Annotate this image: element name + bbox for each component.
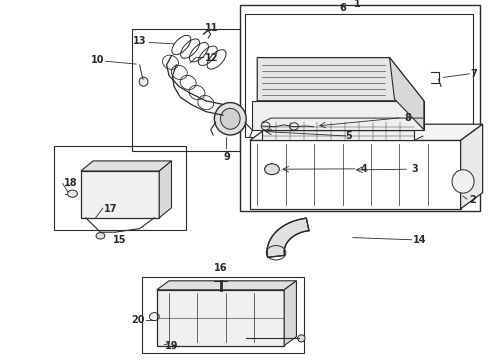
Text: 9: 9: [223, 152, 230, 162]
Polygon shape: [390, 58, 424, 130]
Text: 14: 14: [413, 235, 427, 246]
Text: 19: 19: [165, 341, 179, 351]
Ellipse shape: [452, 170, 474, 193]
Polygon shape: [250, 124, 483, 140]
Polygon shape: [257, 58, 424, 101]
Bar: [250, 140, 461, 209]
Text: 18: 18: [64, 178, 77, 188]
Text: 17: 17: [104, 204, 118, 214]
Polygon shape: [81, 161, 172, 171]
Text: 10: 10: [91, 55, 104, 66]
Ellipse shape: [298, 335, 305, 342]
Ellipse shape: [214, 103, 246, 135]
Text: 13: 13: [132, 36, 146, 46]
Ellipse shape: [265, 164, 279, 175]
Text: 8: 8: [404, 113, 411, 123]
Text: 16: 16: [214, 263, 227, 273]
Bar: [157, 290, 284, 346]
Text: 12: 12: [205, 53, 219, 63]
Ellipse shape: [290, 123, 298, 130]
Polygon shape: [252, 101, 424, 130]
Bar: [142, 277, 304, 353]
Text: 4: 4: [360, 164, 367, 174]
Text: 6: 6: [340, 3, 346, 13]
Text: 7: 7: [470, 69, 477, 79]
Polygon shape: [267, 218, 309, 257]
Bar: [54, 146, 186, 230]
Text: 11: 11: [205, 23, 219, 33]
Ellipse shape: [68, 190, 77, 197]
Text: 1: 1: [354, 0, 361, 9]
Text: 20: 20: [131, 315, 145, 325]
Text: 15: 15: [113, 235, 127, 245]
Ellipse shape: [96, 233, 105, 239]
Text: 2: 2: [469, 195, 476, 205]
Bar: [240, 5, 480, 211]
Text: 5: 5: [345, 131, 352, 141]
Ellipse shape: [261, 122, 270, 130]
Polygon shape: [157, 281, 296, 290]
Ellipse shape: [220, 108, 240, 129]
Polygon shape: [284, 281, 296, 346]
Polygon shape: [461, 124, 483, 209]
Bar: [262, 122, 414, 140]
Ellipse shape: [139, 77, 148, 86]
Text: 3: 3: [412, 164, 418, 174]
Polygon shape: [159, 161, 171, 218]
Bar: [81, 171, 159, 218]
Bar: [245, 14, 473, 137]
